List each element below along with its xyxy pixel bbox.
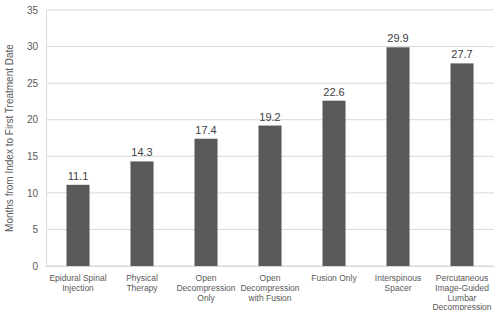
x-tick: OpenDecompressionOnly — [176, 266, 235, 303]
grid-line — [46, 46, 494, 47]
bars — [66, 47, 473, 266]
x-tick: PercutaneousImage-GuidedLumbarDecompress… — [432, 266, 491, 310]
y-tick-label: 20 — [27, 114, 39, 125]
grid — [46, 10, 494, 266]
y-tick: 10 — [27, 188, 46, 199]
y-tick: 5 — [32, 224, 46, 235]
chart: 0 5 10 15 20 25 30 35 Epidural SpinalInjection Ph… — [0, 0, 500, 310]
x-tick-label: PercutaneousImage-GuidedLumbarDecompress… — [432, 273, 491, 310]
y-tick: 25 — [27, 78, 46, 89]
data-label: 11.1 — [68, 170, 89, 182]
x-tick-label: PhysicalTherapy — [126, 273, 158, 293]
y-tick: 20 — [27, 114, 46, 125]
x-tick-label: OpenDecompressionOnly — [176, 273, 235, 303]
grid-line — [46, 10, 494, 11]
x-tick: Epidural SpinalInjection — [49, 266, 106, 293]
y-tick: 35 — [27, 5, 46, 16]
y-tick-label: 5 — [32, 224, 38, 235]
y-tick: 0 — [32, 261, 46, 272]
plot: 0 5 10 15 20 25 30 35 Epidural SpinalInjection Ph… — [27, 5, 495, 310]
x-tick: OpenDecompressionwith Fusion — [240, 266, 299, 303]
y-tick: 30 — [27, 41, 46, 52]
data-label: 19.2 — [259, 111, 280, 123]
data-labels: 11.1 14.3 17.4 19.2 22.6 29.9 27.7 — [68, 32, 473, 182]
x-axis: Epidural SpinalInjection PhysicalTherapy O… — [47, 266, 495, 310]
y-axis-title: Months from Index to First Treatment Dat… — [4, 44, 15, 232]
x-tick-label: Fusion Only — [311, 273, 357, 283]
x-axis-line — [47, 266, 495, 267]
bar — [322, 101, 345, 266]
y-tick-label: 10 — [27, 188, 39, 199]
x-tick-label: InterspinousSpacer — [375, 273, 421, 293]
y-tick-label: 0 — [32, 261, 38, 272]
data-label: 27.7 — [451, 48, 472, 60]
y-tick-label: 15 — [27, 151, 39, 162]
data-label: 14.3 — [131, 146, 152, 158]
y-tick-label: 35 — [27, 5, 39, 16]
x-tick: Fusion Only — [311, 266, 357, 283]
bar — [194, 139, 217, 266]
bar — [386, 47, 409, 266]
y-tick: 15 — [27, 151, 46, 162]
bar — [450, 63, 473, 266]
bar — [66, 185, 89, 266]
grid-line — [46, 83, 494, 84]
bar — [130, 161, 153, 266]
x-tick: InterspinousSpacer — [375, 266, 421, 293]
data-label: 17.4 — [195, 124, 216, 136]
y-axis-line — [46, 11, 47, 267]
bar — [258, 126, 281, 266]
x-tick: PhysicalTherapy — [126, 266, 158, 293]
data-label: 29.9 — [387, 32, 408, 44]
y-tick-label: 25 — [27, 78, 39, 89]
x-tick-label: OpenDecompressionwith Fusion — [240, 273, 299, 303]
data-label: 22.6 — [323, 86, 344, 98]
y-axis: 0 5 10 15 20 25 30 35 — [27, 5, 47, 272]
x-tick-label: Epidural SpinalInjection — [49, 273, 106, 293]
y-tick-label: 30 — [27, 41, 39, 52]
